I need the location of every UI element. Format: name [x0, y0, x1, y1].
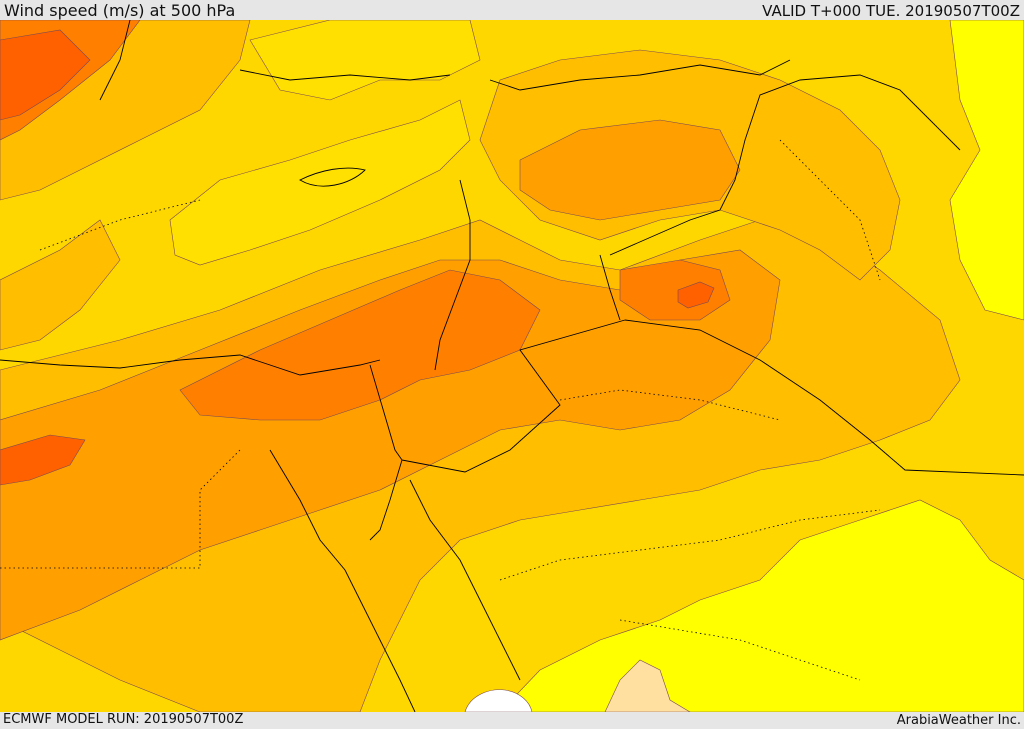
border-syria-turkey	[489, 59, 791, 91]
jet-core-north-west-patch	[0, 29, 91, 121]
borders-layer	[0, 20, 1024, 712]
map-svg	[0, 20, 1024, 712]
low-wind-south	[499, 499, 1024, 712]
map-title: Wind speed (m/s) at 500 hPa	[4, 1, 236, 20]
strong-wind-core	[0, 249, 781, 641]
calm-patch-white	[464, 689, 533, 712]
jet-core-east-patch	[677, 281, 715, 309]
border-iraq-iran	[609, 74, 961, 256]
mid-wind-north	[249, 20, 481, 101]
coastline-sinai	[369, 459, 403, 541]
admin-line-iraq	[779, 139, 881, 281]
admin-line-egypt-sudan	[0, 449, 241, 569]
admin-boundaries-layer	[0, 139, 881, 681]
jet-band-west	[0, 219, 121, 351]
border-egypt-israel	[369, 364, 403, 461]
strong-wind-iraq	[519, 119, 741, 221]
border-saudi-iraq-kuwait	[624, 319, 1024, 476]
model-run-label: ECMWF MODEL RUN: 20190507T00Z	[3, 712, 244, 727]
credit-label: ArabiaWeather Inc.	[896, 713, 1021, 728]
admin-line-saudi-south	[619, 619, 861, 681]
coastline-north-africa	[0, 354, 381, 376]
cyprus-coastline	[299, 167, 366, 187]
coastline-greece	[99, 20, 131, 101]
header-bar: Wind speed (m/s) at 500 hPa VALID T+000 …	[0, 0, 1024, 20]
coastline-red-sea-east	[409, 479, 521, 681]
coastline-turkey-south	[239, 69, 451, 81]
border-saudi-jordan	[401, 319, 626, 473]
jet-core-east	[619, 259, 731, 321]
valid-time: VALID T+000 TUE. 20190507T00Z	[762, 2, 1020, 20]
low-wind-north-east	[949, 20, 1024, 321]
admin-line-med	[39, 199, 201, 251]
coastline-red-sea-west	[269, 449, 416, 712]
wind-speed-map	[0, 20, 1024, 712]
calm-patch-south	[604, 659, 691, 712]
jet-core-west-patch	[0, 434, 86, 486]
border-jordan-iraq	[599, 254, 621, 321]
mid-wind-mediterranean	[169, 99, 471, 266]
admin-line-saudi	[499, 509, 881, 581]
footer-bar: ECMWF MODEL RUN: 20190507T00Z ArabiaWeat…	[0, 712, 1024, 729]
coastline-levant	[434, 179, 471, 371]
